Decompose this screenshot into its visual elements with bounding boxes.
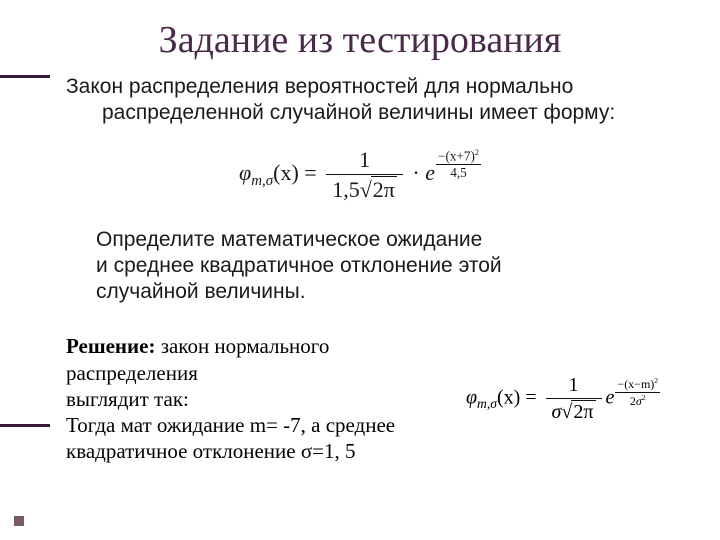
f2-exp-num: −(x−m)2 [615, 376, 660, 392]
f2-exp-pow: 2 [654, 376, 658, 385]
f1-num: 1 [326, 147, 403, 174]
f2-sqrt: 2π [561, 400, 595, 424]
slide-title: Задание из тестирования [60, 18, 660, 62]
f1-eq: = [299, 160, 322, 185]
f2-den-sigma: σ [552, 401, 562, 423]
para1-line2: распределенной случайной величины имеет … [102, 100, 660, 126]
para2-l1: Определите математическое ожидание [96, 227, 660, 253]
corner-square [14, 516, 24, 526]
f1-exp-base: (x+7) [445, 148, 474, 163]
f2-exp-base: (x−m) [624, 377, 654, 391]
f1-den: 1,5 2π [326, 174, 403, 203]
slide: Задание из тестирования Закон распределе… [0, 0, 720, 540]
f2-exp: −(x−m)22σ2 [615, 376, 660, 409]
f1-frac: 1 1,5 2π [326, 147, 403, 203]
f2-exp-den: 2σ2 [615, 392, 660, 409]
solution-text: Решение: закон нормального распределения… [66, 333, 448, 464]
formula-2: φm,σ(x) = 1σ2πe−(x−m)22σ2 [466, 374, 660, 424]
f1-exp: −(x+7)24,5 [436, 148, 481, 181]
f2-arg: (x) [497, 386, 520, 408]
sol-l2: выглядит так: [66, 386, 448, 412]
solution-row: Решение: закон нормального распределения… [66, 333, 660, 464]
f1-den-coef: 1,5 [332, 177, 360, 202]
f2-eq: = [520, 386, 541, 408]
f2-exp-den-sigma: σ [636, 394, 642, 408]
paragraph-1: Закон распределения вероятностей для нор… [66, 74, 660, 127]
f2-e: e [606, 386, 615, 408]
sol-l4: квадратичное отклонение σ=1, 5 [66, 438, 448, 464]
sol-l1: Решение: закон нормального распределения [66, 333, 448, 386]
f1-dot: · [407, 160, 425, 185]
f1-arg: (x) [273, 160, 299, 185]
f2-sub: m,σ [477, 396, 497, 411]
f1-var: φ [239, 160, 251, 185]
para2-l2: и среднее квадратичное отклонение этой [96, 253, 660, 279]
para1-line1: Закон распределения вероятностей для нор… [66, 74, 660, 100]
f1-sqrt: 2π [360, 176, 397, 203]
sol-l3: Тогда мат ожидание m= -7, а среднее [66, 412, 448, 438]
f2-var: φ [466, 386, 477, 408]
f2-rad: 2π [571, 400, 595, 424]
formula-1: φm,σ(x) = 1 1,5 2π · e−(x+7)24,5 [239, 147, 481, 203]
f1-e: e [425, 160, 435, 185]
f2-den: σ 2π [546, 398, 602, 424]
f2-frac: 1 σ 2π [546, 374, 602, 424]
f1-rad: 2π [371, 176, 397, 203]
f2-num: 1 [546, 374, 602, 398]
f1-exp-den: 4,5 [436, 164, 481, 181]
f1-exp-num: −(x+7)2 [436, 148, 481, 164]
f2-exp-den-pow: 2 [642, 393, 646, 402]
paragraph-2: Определите математическое ожидание и сре… [96, 227, 660, 306]
formula-1-wrap: φm,σ(x) = 1 1,5 2π · e−(x+7)24,5 [60, 147, 660, 203]
accent-rule-bottom [0, 424, 50, 427]
f1-exp-pow: 2 [475, 148, 479, 157]
sol-label: Решение: [66, 334, 155, 358]
accent-rule-top [0, 75, 50, 78]
para2-l3: случайной величины. [96, 279, 660, 305]
f1-sub: m,σ [251, 173, 273, 189]
